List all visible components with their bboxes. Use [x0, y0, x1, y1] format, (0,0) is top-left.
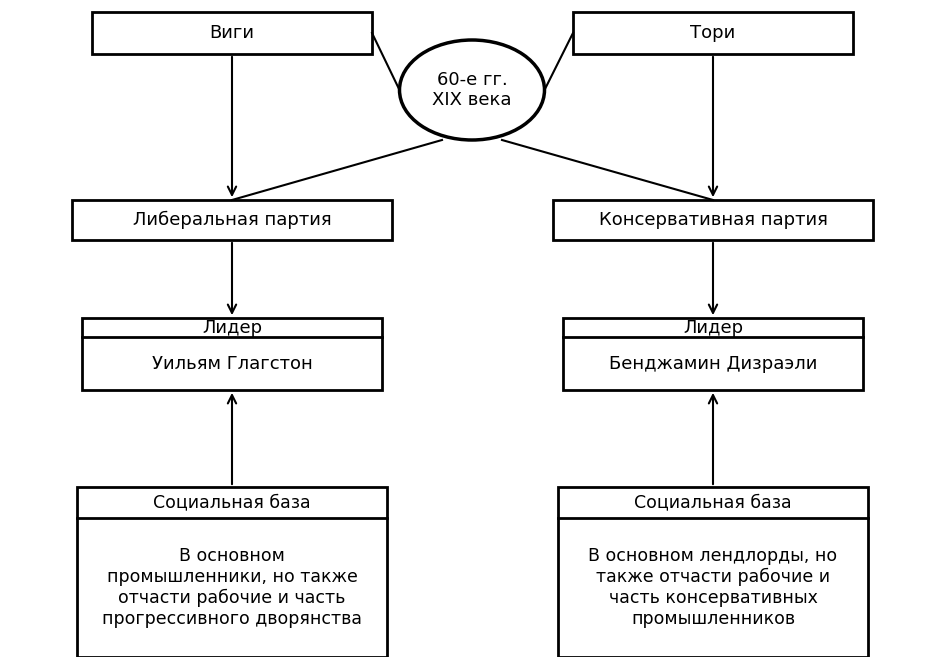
Bar — [76, 487, 387, 657]
Text: Лидер: Лидер — [202, 319, 261, 337]
Bar — [92, 12, 372, 54]
Ellipse shape — [399, 40, 544, 140]
Text: 60-е гг.
XIX века: 60-е гг. XIX века — [431, 70, 512, 110]
Text: В основном
промышленники, но также
отчасти рабочие и часть
прогрессивного дворян: В основном промышленники, но также отчас… — [102, 547, 362, 627]
Text: Социальная база: Социальная база — [633, 493, 791, 511]
Text: Социальная база: Социальная база — [153, 493, 311, 511]
Bar — [552, 200, 872, 240]
Bar — [563, 318, 862, 390]
Bar — [82, 318, 381, 390]
Text: Виги: Виги — [210, 24, 254, 42]
Text: Уильям Глагстон: Уильям Глагстон — [151, 355, 312, 373]
Text: Либеральная партия: Либеральная партия — [132, 211, 331, 229]
Text: Бенджамин Дизраэли: Бенджамин Дизраэли — [608, 355, 817, 373]
Bar — [557, 487, 868, 657]
Text: В основном лендлорды, но
также отчасти рабочие и
часть консервативных
промышленн: В основном лендлорды, но также отчасти р… — [588, 547, 836, 627]
Bar — [572, 12, 852, 54]
Text: Консервативная партия: Консервативная партия — [598, 211, 827, 229]
Text: Тори: Тори — [690, 24, 734, 42]
Bar — [72, 200, 392, 240]
Text: Лидер: Лидер — [683, 319, 742, 337]
